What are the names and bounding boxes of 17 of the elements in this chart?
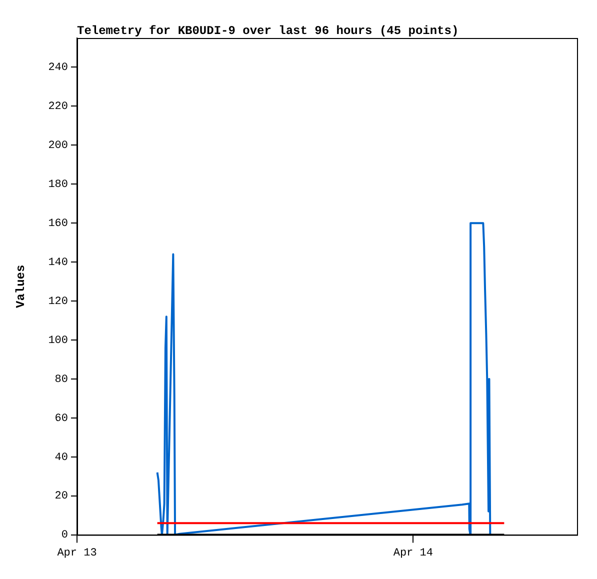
y-tick-label: 240 bbox=[48, 62, 68, 74]
y-axis-title: Values bbox=[14, 264, 28, 308]
x-tick-label: Apr 14 bbox=[393, 547, 434, 560]
y-tick-label: 180 bbox=[48, 179, 68, 192]
y-tick-label: 80 bbox=[54, 374, 68, 386]
chart-title: Telemetry for KB0UDI-9 over last 96 hours (45 points) bbox=[77, 24, 459, 38]
x-tick-label: Apr 13 bbox=[57, 547, 97, 560]
y-tick-label: 0 bbox=[61, 530, 68, 542]
y-tick-label: 20 bbox=[54, 490, 68, 503]
y-tick-label: 200 bbox=[48, 140, 68, 152]
y-tick-label: 140 bbox=[48, 256, 68, 269]
y-tick-label: 220 bbox=[48, 101, 68, 114]
y-tick-label: 60 bbox=[54, 412, 68, 425]
y-tick-label: 100 bbox=[48, 334, 68, 347]
y-tick-label: 40 bbox=[54, 452, 68, 464]
y-tick-label: 120 bbox=[48, 296, 68, 308]
y-tick-label: 160 bbox=[48, 218, 68, 230]
